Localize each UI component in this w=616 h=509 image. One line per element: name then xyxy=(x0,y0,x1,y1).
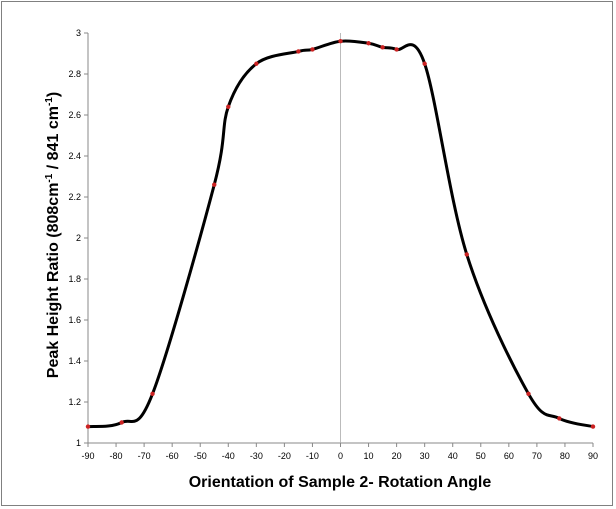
data-point xyxy=(310,47,315,52)
data-point xyxy=(212,182,217,187)
data-point xyxy=(394,47,399,52)
x-tick-label: -40 xyxy=(222,451,235,461)
y-axis-title-main: Peak Height Ratio (808cm xyxy=(45,183,62,379)
y-tick-label: 2.6 xyxy=(68,110,81,120)
x-tick-label: -90 xyxy=(81,451,94,461)
y-tick-label: 1.8 xyxy=(68,274,81,284)
data-point xyxy=(119,420,124,425)
data-point xyxy=(526,391,531,396)
data-point xyxy=(338,39,343,44)
x-tick-label: -50 xyxy=(194,451,207,461)
y-axis-title-mid: / 841 cm xyxy=(45,106,62,174)
x-tick-label: 90 xyxy=(588,451,598,461)
x-tick-label: 30 xyxy=(420,451,430,461)
y-tick-label: 2 xyxy=(76,233,81,243)
y-tick-label: 2.4 xyxy=(68,151,81,161)
x-tick-label: 60 xyxy=(504,451,514,461)
data-point xyxy=(150,391,155,396)
x-axis-title: Orientation of Sample 2- Rotation Angle xyxy=(189,474,492,491)
x-tick-label: 40 xyxy=(448,451,458,461)
data-point xyxy=(380,45,385,50)
x-tick-label: 80 xyxy=(560,451,570,461)
x-tick-label: 20 xyxy=(392,451,402,461)
data-point xyxy=(226,104,231,110)
x-tick-label: 70 xyxy=(532,451,542,461)
y-tick-label: 1.4 xyxy=(68,356,81,366)
data-point xyxy=(464,252,469,257)
plot-area: 1 1.2 1.4 1.6 1.8 2 2.2 2.4 2.6 2.8 3 -90 -80 -70 -60 -… xyxy=(68,28,598,461)
x-tick-label: -20 xyxy=(278,451,291,461)
y-axis-title-end: ) xyxy=(45,92,62,97)
x-tick-label: 0 xyxy=(338,451,343,461)
x-tick-label: -30 xyxy=(250,451,263,461)
x-tick-label: -60 xyxy=(166,451,179,461)
y-tick-label: 2.8 xyxy=(68,69,81,79)
data-point xyxy=(296,49,301,54)
y-tick-label: 3 xyxy=(76,28,81,38)
x-tick-label: -70 xyxy=(138,451,151,461)
data-point xyxy=(85,424,91,429)
y-tick-label: 1.6 xyxy=(68,315,81,325)
x-tick-label: 50 xyxy=(476,451,486,461)
x-tick-label: -80 xyxy=(110,451,123,461)
y-tick-label: 1 xyxy=(76,438,81,448)
y-tick-label: 2.2 xyxy=(68,192,81,202)
y-axis-title-sup1: -1 xyxy=(44,173,55,182)
data-point xyxy=(422,61,427,66)
data-point xyxy=(590,424,596,429)
x-tick-label: 10 xyxy=(364,451,374,461)
y-tick-label: 1.2 xyxy=(68,397,81,407)
data-point xyxy=(366,41,371,46)
data-point xyxy=(254,61,259,66)
y-axis-title-sup2: -1 xyxy=(44,97,55,106)
data-point xyxy=(557,416,562,421)
y-axis-title: Peak Height Ratio (808cm-1 / 841 cm-1) xyxy=(44,92,62,378)
x-tick-label: -10 xyxy=(306,451,319,461)
